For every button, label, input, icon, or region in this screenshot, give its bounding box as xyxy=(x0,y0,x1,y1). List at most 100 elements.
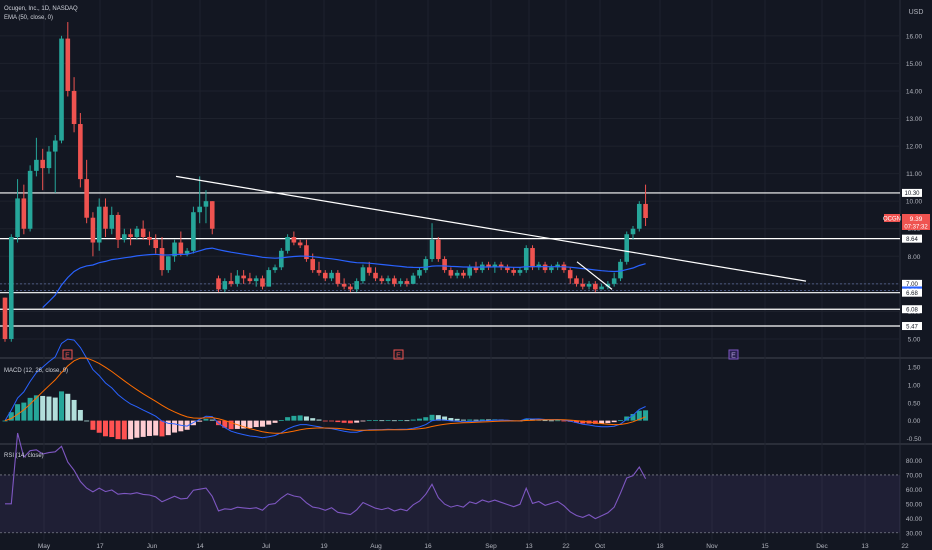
macd-histogram-bar xyxy=(460,419,466,421)
candle-body xyxy=(341,283,347,287)
macd-histogram-bar xyxy=(8,412,14,421)
macd-histogram-bar xyxy=(391,420,397,422)
macd-histogram-bar xyxy=(341,420,347,423)
macd-histogram-bar xyxy=(379,420,385,422)
macd-tick-label: 0.50 xyxy=(908,400,921,407)
macd-histogram-bar xyxy=(366,420,372,422)
candle-body xyxy=(567,270,573,279)
macd-histogram-bar xyxy=(27,397,33,421)
candle-body xyxy=(492,264,498,268)
candle-body xyxy=(467,267,473,276)
macd-legend[interactable]: MACD (12, 26, close, 9) xyxy=(4,368,68,374)
candle-body xyxy=(285,237,290,251)
candle-body xyxy=(222,281,228,290)
candle-body xyxy=(46,151,52,169)
ema-legend[interactable]: EMA (50, close, 0) xyxy=(4,15,53,21)
earnings-marker-label: E xyxy=(396,353,401,360)
macd-histogram-bar xyxy=(33,395,39,421)
candle-body xyxy=(153,239,159,249)
macd-histogram-bar xyxy=(266,420,272,425)
macd-histogram-bar xyxy=(291,415,297,421)
macd-histogram-bar xyxy=(21,402,27,421)
macd-histogram-bar xyxy=(479,419,485,421)
macd-histogram-bar xyxy=(102,420,108,437)
macd-histogram-bar xyxy=(561,420,567,422)
macd-histogram-bar xyxy=(335,420,341,423)
rsi-tick-label: 60.00 xyxy=(906,487,923,494)
macd-histogram-bar xyxy=(253,420,259,428)
candle-body xyxy=(15,198,20,238)
macd-histogram-bar xyxy=(398,420,404,421)
candle-body xyxy=(580,283,586,287)
level-label: 5.47 xyxy=(906,324,918,330)
macd-histogram-bar xyxy=(329,420,335,422)
candle-body xyxy=(636,203,642,229)
macd-histogram-bar xyxy=(624,416,630,421)
candle-body xyxy=(96,206,102,243)
macd-histogram-bar xyxy=(523,418,529,421)
macd-tick-label: 1.50 xyxy=(908,365,921,372)
candle-body xyxy=(279,250,284,268)
macd-histogram-bar xyxy=(272,420,278,423)
candle-body xyxy=(379,278,385,282)
candle-body xyxy=(442,259,447,271)
macd-histogram-bar xyxy=(555,420,561,422)
price-tick-label: 13.00 xyxy=(906,116,923,123)
level-label-box xyxy=(902,288,922,297)
price-tick-label: 5.00 xyxy=(908,336,921,343)
macd-histogram-bar xyxy=(259,420,265,427)
descending-trendline[interactable] xyxy=(175,175,807,282)
candle-body xyxy=(90,217,96,243)
short-trendline[interactable] xyxy=(576,261,613,290)
earnings-marker[interactable]: E xyxy=(393,349,404,360)
candle-body xyxy=(360,267,366,282)
candle-body xyxy=(2,297,8,339)
candle-body xyxy=(417,270,422,276)
level-labels: 10.308.647.006.766.686.085.47 xyxy=(902,188,922,330)
macd-histogram-bar xyxy=(222,420,228,428)
candle-body xyxy=(423,259,429,271)
candle-body xyxy=(511,270,516,273)
candle-body xyxy=(643,203,648,218)
macd-histogram-bar xyxy=(228,420,234,430)
time-axis[interactable]: May 17 Jun 14 Jul 19 Aug 16 Sep 13 22 Oct 18 Nov 15 Dec… xyxy=(38,543,909,550)
candle-body xyxy=(197,206,202,213)
macd-histogram-bar xyxy=(77,409,83,421)
candle-body xyxy=(618,261,623,279)
macd-histogram-bar xyxy=(184,420,190,430)
macd-histogram-bar xyxy=(486,419,492,421)
price-tick-label: 8.00 xyxy=(908,254,921,261)
price-tick-label: 15.00 xyxy=(906,61,923,68)
macd-histogram-bar xyxy=(617,420,623,421)
candle-body xyxy=(247,278,253,282)
earnings-marker-label: E xyxy=(731,353,736,360)
candle-body xyxy=(216,278,221,290)
candle-body xyxy=(122,234,127,240)
chart-title[interactable]: Ocugen, Inc., 1D, NASDAQ xyxy=(4,6,78,12)
time-tick-label: 16 xyxy=(424,543,432,550)
candle-body xyxy=(260,278,265,287)
candle-body xyxy=(291,237,297,243)
candle-body xyxy=(322,272,328,279)
candle-body xyxy=(272,267,278,271)
earnings-marker-upcoming[interactable]: E xyxy=(728,349,739,360)
time-tick-label: 15 xyxy=(761,543,769,550)
earnings-marker[interactable]: E xyxy=(62,349,73,360)
macd-histogram-bar xyxy=(153,420,159,436)
candle-body xyxy=(27,170,33,229)
rsi-legend[interactable]: RSI (14, close) xyxy=(4,453,44,459)
macd-histogram-bar xyxy=(542,420,548,422)
macd-histogram-bar xyxy=(140,420,146,437)
macd-histogram-bar xyxy=(59,391,65,421)
rsi-band xyxy=(0,474,900,533)
macd-histogram-bar xyxy=(467,419,473,421)
time-tick-label: 18 xyxy=(656,543,664,550)
candle-body xyxy=(624,234,630,262)
macd-histogram-bar xyxy=(573,420,579,423)
macd-axis: 1.50 1.00 0.50 0.00 -0.50 xyxy=(907,365,922,443)
macd-histogram-bar xyxy=(580,420,586,424)
candle-body xyxy=(436,239,441,260)
macd-histogram-bar xyxy=(599,420,605,424)
candle-body xyxy=(404,281,410,284)
